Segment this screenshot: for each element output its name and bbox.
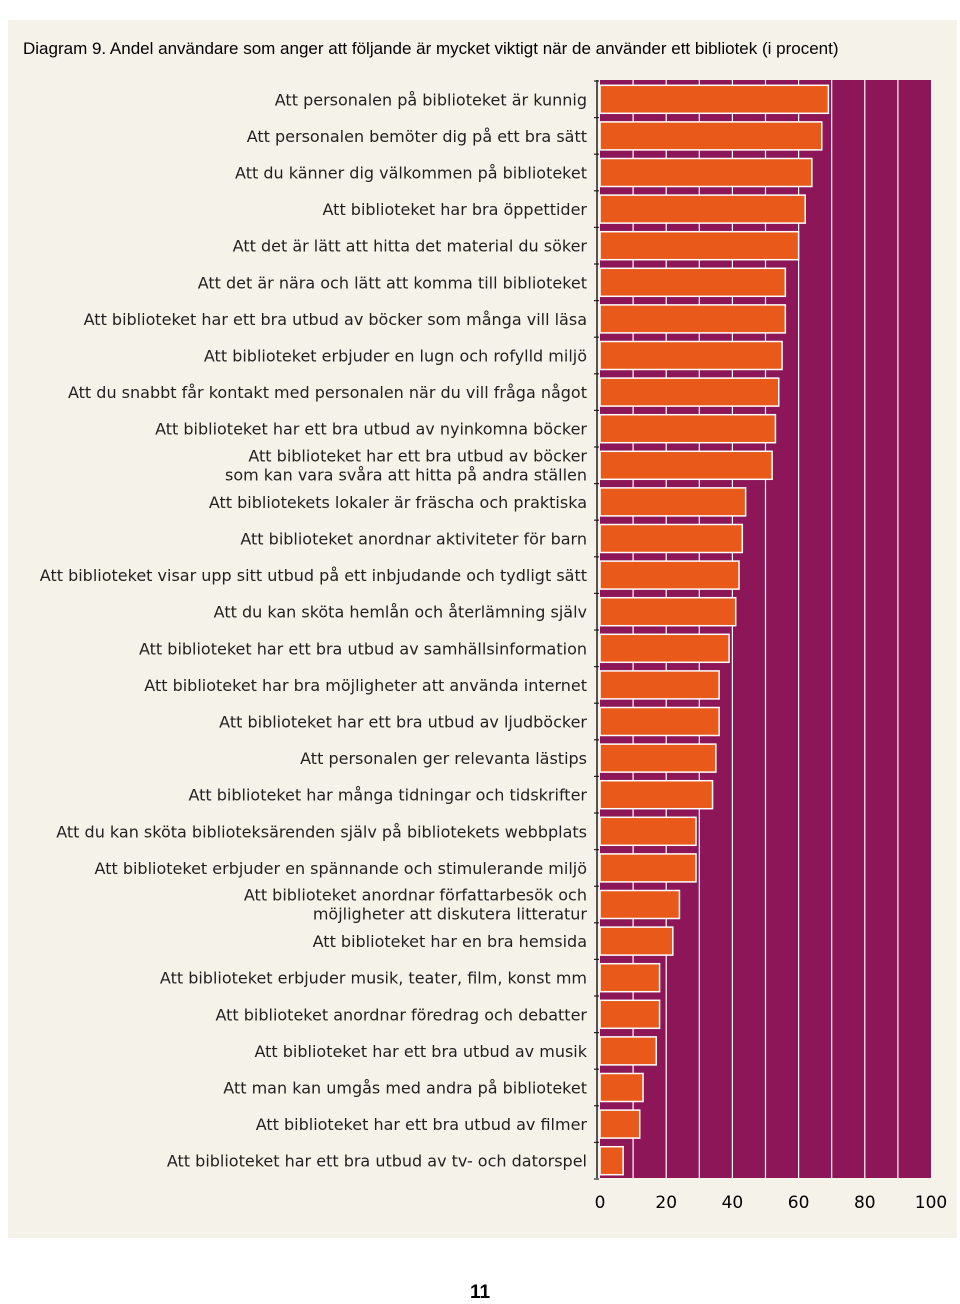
bar [599, 84, 830, 115]
category-label: Att biblioteket har ett bra utbud av mus… [254, 1042, 587, 1061]
category-label: Att biblioteket har bra öppettider [323, 200, 588, 219]
bar [599, 340, 783, 371]
category-label: Att personalen ger relevanta lästips [300, 749, 587, 768]
category-label: Att du känner dig välkommen på bibliotek… [235, 164, 587, 183]
category-label: Att biblioteket erbjuder musik, teater, … [160, 969, 587, 988]
bar [599, 743, 717, 773]
category-label-line: Att biblioteket anordnar författarbesök … [244, 886, 587, 905]
category-label: Att det är lätt att hitta det material d… [233, 237, 588, 256]
category-label: Att du snabbt får kontakt med personalen… [68, 383, 587, 402]
category-label: Att biblioteket har ett bra utbud av lju… [219, 713, 587, 732]
category-label: Att biblioteket har ett bra utbud av nyi… [155, 420, 587, 439]
category-label: Att bibliotekets lokaler är fräscha och … [209, 493, 587, 512]
bar [599, 1109, 641, 1139]
bar [599, 816, 697, 847]
category-label: Att biblioteket erbjuder en lugn och rof… [204, 347, 587, 366]
category-labels: Att personalen på biblioteket är kunnig A… [40, 90, 588, 1170]
category-label: Att personalen på biblioteket är kunnig [275, 90, 587, 109]
category-label: Att biblioteket har ett bra utbud av fil… [256, 1115, 588, 1134]
bar [599, 1036, 658, 1066]
bar [599, 413, 777, 444]
bar [599, 450, 773, 481]
x-tick-label: 40 [722, 1193, 744, 1213]
x-tick-label: 0 [595, 1193, 606, 1213]
category-label: Att biblioteket anordnar föredrag och de… [215, 1005, 587, 1024]
bar [599, 121, 823, 151]
category-label: Att det är nära och lätt att komma till … [198, 273, 587, 292]
category-label-line: möjligheter att diskutera litteratur [313, 905, 588, 924]
bar [599, 1145, 624, 1176]
category-label: Att biblioteket har ett bra utbud av sam… [139, 639, 587, 658]
page-number: 11 [469, 1282, 491, 1303]
plot-area [594, 80, 931, 1180]
bar [599, 853, 697, 883]
category-label: Att biblioteket har en bra hemsida [313, 932, 587, 951]
category-label-line: som kan vara svåra att hitta på andra st… [225, 465, 587, 484]
bar [599, 633, 730, 664]
category-label: Att biblioteket har många tidningar och … [188, 786, 587, 805]
category-label: Att biblioteket har ett bra utbud av böc… [225, 446, 587, 484]
bar [599, 304, 787, 334]
x-tick-label: 60 [788, 1193, 810, 1213]
bar [599, 1072, 644, 1103]
category-label: Att biblioteket anordnar författarbesök … [244, 886, 588, 924]
bar [599, 523, 744, 554]
x-axis-ticks: 0 20 40 60 80 100 [595, 1193, 948, 1213]
category-label: Att du kan sköta biblioteksärenden själv… [56, 822, 587, 841]
category-label-line: Att biblioteket har ett bra utbud av böc… [248, 446, 587, 465]
chart-title: Diagram 9. Andel användare som anger att… [23, 39, 839, 58]
bar [599, 596, 737, 627]
bar [599, 962, 661, 993]
x-tick-label: 20 [655, 1193, 677, 1213]
bar [599, 487, 747, 517]
bar [599, 999, 661, 1030]
category-label: Att personalen bemöter dig på ett bra sä… [247, 127, 587, 146]
x-tick-label: 80 [854, 1193, 876, 1213]
category-label: Att biblioteket visar upp sitt utbud på … [40, 566, 587, 585]
category-label: Att biblioteket anordnar aktiviteter för… [240, 530, 587, 549]
bar [599, 670, 720, 700]
bar [599, 230, 800, 261]
category-label: Att biblioteket har ett bra utbud av böc… [84, 310, 587, 329]
category-label: Att biblioteket har ett bra utbud av tv-… [167, 1152, 587, 1171]
bar [599, 560, 740, 590]
bar [599, 377, 780, 407]
category-label: Att man kan umgås med andra på bibliotek… [223, 1079, 587, 1098]
bar [599, 926, 674, 956]
bar [599, 157, 813, 188]
bar [599, 194, 806, 224]
bar [599, 889, 681, 920]
category-label: Att biblioteket erbjuder en spännande oc… [95, 859, 587, 878]
bar [599, 706, 720, 737]
category-label: Att biblioteket har bra möjligheter att … [144, 676, 587, 695]
x-tick-label: 100 [915, 1193, 947, 1213]
category-label: Att du kan sköta hemlån och återlämning … [214, 603, 587, 622]
bar [599, 779, 714, 810]
bar [599, 267, 787, 298]
